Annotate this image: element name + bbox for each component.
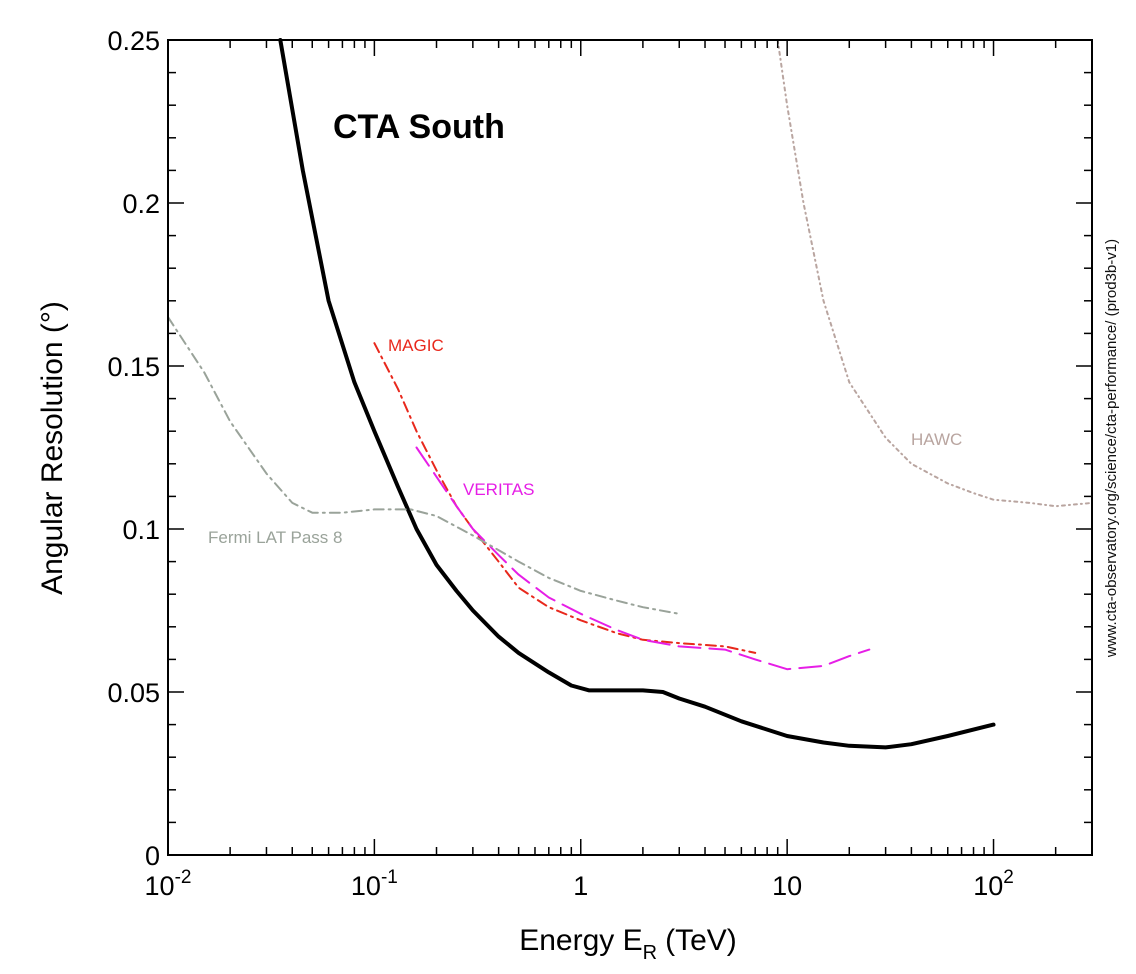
y-tick-label: 0.2 xyxy=(122,189,160,219)
y-tick-label: 0.05 xyxy=(107,678,160,708)
series-line-hawc xyxy=(776,39,1093,508)
series-line-magic xyxy=(373,342,757,654)
x-axis-title-unit: (TeV) xyxy=(665,924,737,957)
series-label-hawc: HAWC xyxy=(911,430,962,449)
y-tick-label: 0.25 xyxy=(107,26,160,56)
x-axis-title-subscript: R xyxy=(643,942,657,964)
series-layer: MAGIC VERITAS Fermi LAT Pass 8 HAWC xyxy=(167,38,1093,750)
x-axis-title-main: Energy E xyxy=(519,924,642,957)
x-tick-label: 10-1 xyxy=(351,867,398,901)
x-tick-label: 1 xyxy=(573,871,588,901)
x-tick-label: 10 xyxy=(772,871,802,901)
y-tick-label: 0.15 xyxy=(107,352,160,382)
credit-url-text: www.cta-observatory.org/science/cta-perf… xyxy=(1103,239,1120,658)
series-label-fermi-lat-pass-8: Fermi LAT Pass 8 xyxy=(208,528,342,547)
chart-title: CTA South xyxy=(333,108,505,146)
y-tick-label: 0 xyxy=(145,841,160,871)
series-line-cta-south xyxy=(278,38,996,750)
x-tick-label: 10-2 xyxy=(145,867,192,901)
x-tick-label: 102 xyxy=(973,867,1014,901)
y-axis-title: Angular Resolution (°) xyxy=(36,301,69,595)
x-axis-title: Energy ER (TeV) xyxy=(519,924,737,964)
series-line-veritas xyxy=(415,446,871,671)
y-tick-label: 0.1 xyxy=(122,515,160,545)
tick-labels-layer: 10-2 10-1 1 10 102 0 0.05 0.1 0.15 0.2 0.25 xyxy=(107,26,1013,901)
series-label-veritas: VERITAS xyxy=(463,480,534,499)
series-line-fermi-lat-pass-8 xyxy=(167,316,681,615)
series-label-magic: MAGIC xyxy=(388,336,444,355)
ticks-layer xyxy=(167,39,1093,856)
plot-frame xyxy=(167,39,1093,856)
